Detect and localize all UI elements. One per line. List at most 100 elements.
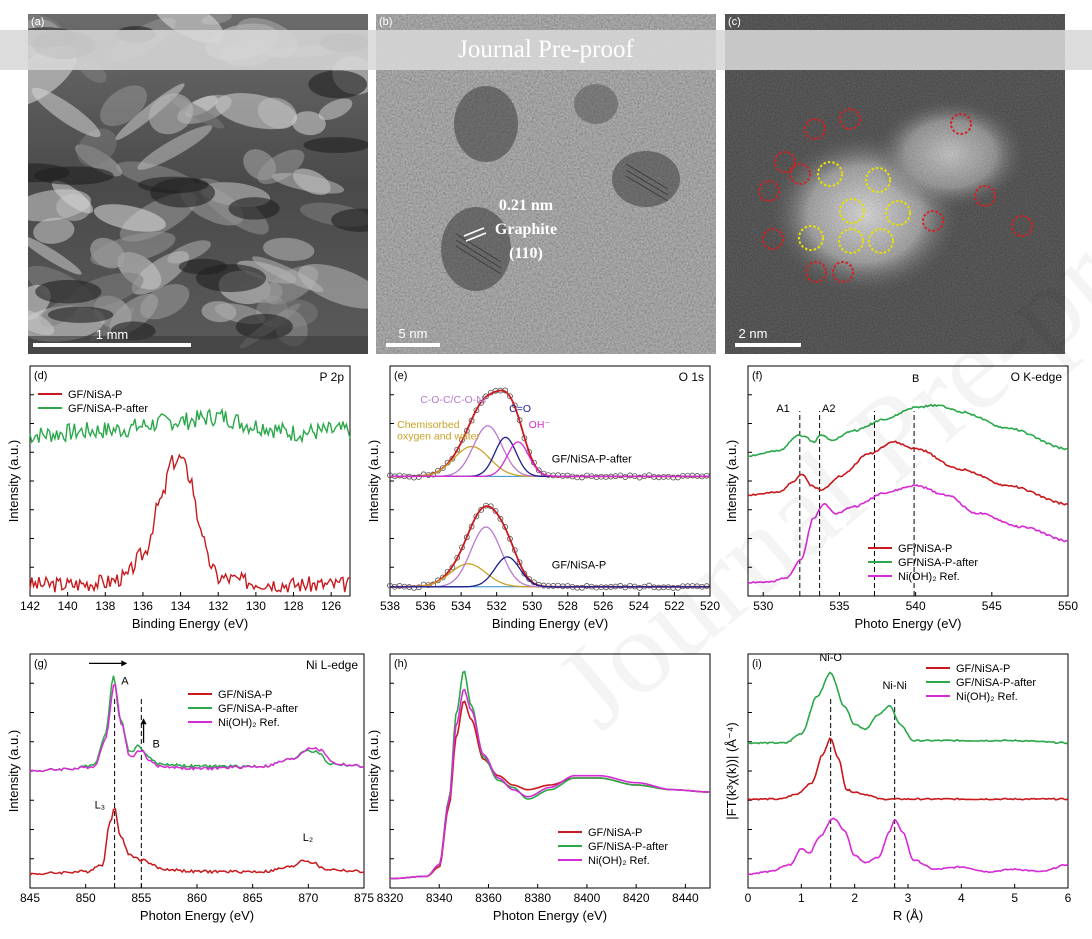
- y-axis-title: Intensity (a.u.): [6, 730, 21, 812]
- x-tick-label: 126: [321, 599, 341, 613]
- experimental-data-point: [463, 427, 470, 434]
- x-tick-label: 870: [298, 891, 318, 905]
- chart-title: P 2p: [320, 370, 345, 384]
- series-line: [747, 403, 1069, 458]
- x-tick-label: 2: [851, 891, 858, 905]
- x-tick-label: 860: [187, 891, 207, 905]
- series-line: [29, 807, 365, 876]
- x-tick-label: 540: [906, 599, 926, 613]
- x-tick-label: 522: [664, 599, 684, 613]
- y-axis-title: |FT(k³χ(k))| (Å⁻⁴): [724, 722, 739, 820]
- plot-frame: [747, 653, 1069, 889]
- x-axis-title: Photon Energy (eV): [493, 908, 607, 923]
- single-atom-marker: [974, 185, 996, 207]
- x-tick-label: 875: [354, 891, 374, 905]
- x-tick-label: 524: [629, 599, 649, 613]
- panel-label-c: (c): [728, 16, 741, 28]
- x-tick-label: 532: [487, 599, 507, 613]
- chart-title: Ni L-edge: [306, 658, 358, 672]
- plot-frame: [29, 365, 351, 597]
- shift-arrowhead-a: [121, 660, 128, 667]
- x-tick-label: 6: [1065, 891, 1072, 905]
- feature-label-l2: L₂: [303, 832, 313, 844]
- single-atom-marker: [1011, 215, 1033, 237]
- feature-label-ni-ni: Ni-Ni: [882, 680, 906, 692]
- legend-label: GF/NiSA-P-after: [68, 403, 148, 415]
- x-tick-label: 142: [20, 599, 40, 613]
- x-tick-label: 534: [451, 599, 471, 613]
- experimental-data-point: [579, 474, 585, 481]
- chart-h-ni-kedge: 8320 8340 8360 8380 8400 8420 8440 Photon Energ…: [360, 646, 726, 936]
- legend-label: GF/NiSA-P: [898, 543, 952, 555]
- hrtem-image-panel: 0.21 nm Graphite (110) 5 nm (b): [376, 14, 716, 354]
- plot-frame: [389, 365, 711, 597]
- x-tick-label: 3: [905, 891, 912, 905]
- cluster-marker: [839, 198, 865, 224]
- legend-label: GF/NiSA-P: [218, 689, 272, 701]
- y-axis-title: Intensity (a.u.): [366, 730, 381, 812]
- x-tick-label: 132: [208, 599, 228, 613]
- experimental-data-point: [579, 584, 585, 591]
- x-tick-label: 855: [131, 891, 151, 905]
- x-tick-label: 538: [380, 599, 400, 613]
- series-line: [747, 817, 1069, 876]
- chart-title: O 1s: [679, 370, 704, 384]
- x-tick-label: 545: [982, 599, 1002, 613]
- single-atom-marker: [789, 163, 811, 185]
- experimental-data-point: [454, 554, 461, 561]
- single-atom-marker: [804, 118, 826, 140]
- y-axis-title: Intensity (a.u.): [6, 440, 21, 522]
- experimental-data-point: [478, 399, 485, 406]
- cluster-marker: [838, 228, 864, 254]
- single-atom-marker: [922, 210, 944, 232]
- y-axis-title: Intensity (a.u.): [724, 440, 739, 522]
- chart-i-ft-exafs: 0 1 2 3 4 5 6 R (Å) |FT(k³χ(k))| (Å⁻⁴) (i) Ni-O Ni-…: [718, 646, 1084, 936]
- x-tick-label: 530: [522, 599, 542, 613]
- series-line: [29, 407, 351, 444]
- panel-label-b: (b): [379, 16, 392, 28]
- cluster-marker: [865, 167, 891, 193]
- x-tick-label: 865: [243, 891, 263, 905]
- experimental-data-point: [478, 506, 485, 513]
- chart-d-p2p: 142 140 138 136 134 132 130 128 126 Binding Energ…: [0, 358, 366, 648]
- experimental-data-point: [473, 407, 480, 414]
- legend-label: GF/NiSA-P-after: [898, 557, 978, 569]
- legend-label: GF/NiSA-P-after: [956, 677, 1036, 689]
- annotation-coc: C-O-C/C-O-Ni: [420, 394, 486, 406]
- shift-arrowhead-b: [140, 718, 147, 725]
- x-tick-label: 8380: [524, 891, 551, 905]
- legend-label: Ni(OH)₂ Ref.: [218, 717, 280, 729]
- legend-label: GF/NiSA-P-after: [588, 841, 668, 853]
- plot-frame: [29, 653, 365, 889]
- panel-label: (h): [394, 658, 407, 670]
- series-line: [29, 675, 365, 773]
- x-tick-label: 8340: [426, 891, 453, 905]
- haadf-scale-label: 2 nm: [739, 326, 768, 341]
- x-tick-label: 520: [700, 599, 720, 613]
- panel-label: (i): [752, 658, 762, 670]
- annotation-co: C=O: [509, 403, 531, 415]
- feature-label-a2: A2: [822, 403, 835, 415]
- hrtem-scale-label: 5 nm: [399, 326, 428, 341]
- experimental-data-point: [497, 515, 504, 522]
- annotation-oxygen-water: oxygen and water: [397, 431, 480, 443]
- hrtem-lattice-plane: (110): [509, 245, 543, 262]
- feature-label-l3: L₃: [95, 799, 106, 811]
- feature-label-b: B: [912, 373, 919, 385]
- hrtem-lattice-spacing: 0.21 nm: [499, 197, 554, 214]
- feature-label-a1: A1: [776, 403, 789, 415]
- series-line: [29, 453, 351, 593]
- single-atom-marker: [832, 261, 854, 283]
- x-tick-label: 5: [1011, 891, 1018, 905]
- series-line: [747, 484, 1069, 584]
- fit-component-line: [390, 441, 710, 478]
- hrtem-image: 0.21 nm Graphite (110) 5 nm (b): [376, 14, 716, 354]
- legend-label: Ni(OH)₂ Ref.: [588, 855, 650, 867]
- x-tick-label: 528: [558, 599, 578, 613]
- panel-label: (e): [394, 370, 407, 382]
- cluster-marker: [885, 200, 911, 226]
- x-axis-title: Binding Energy (eV): [132, 616, 248, 631]
- series-line: [390, 688, 711, 880]
- x-tick-label: 134: [171, 599, 191, 613]
- x-tick-label: 8400: [574, 891, 601, 905]
